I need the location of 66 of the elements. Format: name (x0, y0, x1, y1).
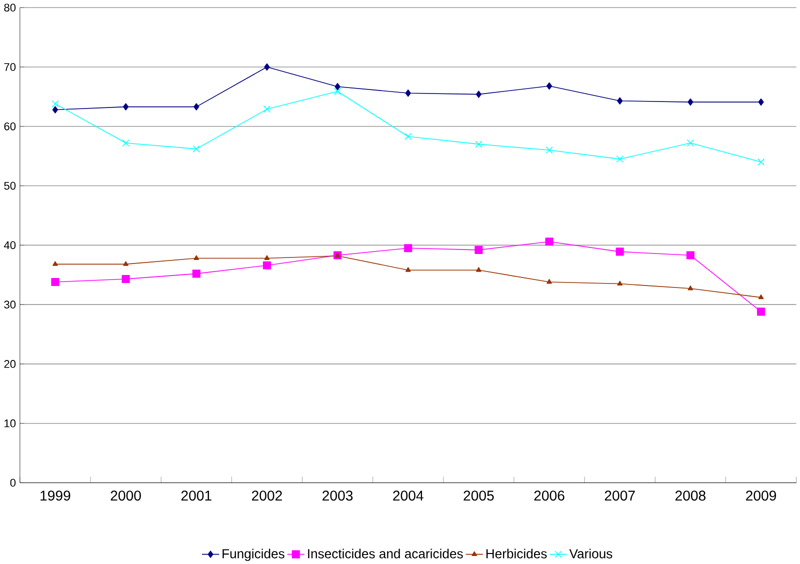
x-tick-label: 2004 (393, 490, 424, 501)
point (474, 246, 483, 254)
point (263, 106, 271, 113)
point (405, 90, 411, 97)
x-tick-label: 2006 (534, 490, 564, 501)
point (123, 261, 128, 266)
point (758, 294, 764, 300)
point (52, 261, 58, 266)
legend-label: Various (569, 548, 612, 558)
y-tick-label: 30 (4, 300, 16, 309)
point (122, 139, 130, 147)
x-tick-label: 2007 (604, 490, 635, 501)
point (405, 267, 411, 272)
point (192, 145, 200, 153)
point (757, 158, 765, 166)
point (192, 270, 200, 278)
point (475, 140, 482, 148)
y-tick-label: 60 (4, 122, 16, 130)
x-tick-label: 2009 (746, 490, 776, 501)
point (546, 82, 552, 90)
point (617, 97, 623, 105)
point (194, 255, 200, 260)
point (334, 83, 340, 90)
x-tick-label: 2003 (322, 490, 353, 501)
legend-label: Fungicides (222, 548, 284, 561)
y-tick-label: 70 (4, 63, 16, 71)
point (546, 279, 552, 284)
point (334, 88, 342, 96)
point (546, 146, 553, 154)
y-tick-label: 20 (4, 360, 16, 368)
x-tick-label: 2005 (464, 490, 494, 501)
point (758, 98, 764, 106)
point (51, 278, 60, 286)
point (264, 63, 270, 71)
point (686, 251, 694, 260)
point (616, 155, 624, 163)
point (688, 98, 694, 106)
point (756, 308, 766, 316)
y-tick-label: 50 (4, 182, 16, 190)
y-tick-label: 40 (4, 241, 16, 250)
point (122, 103, 129, 110)
point (476, 267, 482, 272)
point (404, 132, 412, 140)
y-tick-label: 0 (10, 478, 16, 487)
x-tick-label: 2000 (110, 490, 141, 501)
point (264, 255, 270, 260)
point (194, 103, 200, 110)
point (545, 238, 554, 246)
point (122, 275, 130, 284)
y-tick-label: 10 (4, 419, 16, 428)
legend-label: Insecticides and acaricides (308, 548, 463, 558)
point (616, 248, 624, 256)
x-tick-label: 2002 (252, 490, 282, 501)
x-tick-label: 1999 (40, 490, 70, 501)
point (686, 139, 694, 147)
point (476, 90, 482, 98)
x-tick-label: 2001 (181, 490, 212, 501)
point (262, 261, 271, 270)
point (404, 244, 412, 252)
point (688, 286, 694, 290)
point (617, 280, 623, 286)
point (52, 100, 59, 108)
x-tick-label: 2008 (675, 490, 706, 501)
y-tick-label: 80 (4, 4, 16, 12)
point (52, 106, 58, 114)
legend-label: Herbicides (486, 548, 547, 558)
